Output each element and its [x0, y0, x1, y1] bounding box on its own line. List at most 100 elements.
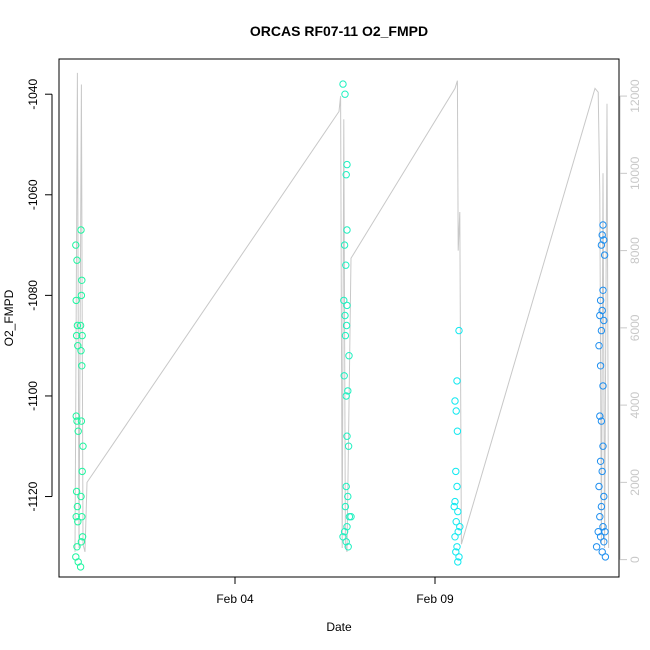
data-point [452, 407, 460, 415]
altitude-line [74, 72, 610, 553]
data-point [342, 321, 351, 330]
data-point [76, 563, 85, 571]
chart-title: ORCAS RF07-11 O2_FMPD [250, 23, 428, 39]
data-point [454, 558, 462, 566]
data-point [78, 513, 86, 521]
data-point [341, 311, 349, 320]
data-point [601, 528, 609, 536]
altitude-layer [74, 72, 610, 553]
axes-layer: -1120 -1100 -1080 -1060 -1040 0 2000 4000 6000 80… [26, 79, 642, 606]
data-point [77, 417, 86, 425]
data-point [339, 80, 347, 88]
data-point [451, 397, 459, 405]
data-point [596, 311, 604, 320]
data-point [343, 432, 351, 440]
y-tick-label: -1120 [26, 481, 40, 511]
data-point [344, 492, 352, 501]
data-point [595, 482, 603, 491]
data-point [452, 548, 460, 556]
data-point [340, 241, 349, 249]
data-point [596, 513, 604, 521]
data-point [592, 543, 601, 551]
data-point [73, 417, 81, 425]
data-point [77, 347, 85, 355]
data-point [454, 528, 462, 536]
data-point [599, 523, 607, 531]
data-point [72, 331, 81, 340]
data-point [77, 291, 86, 300]
data-point [596, 457, 605, 465]
data-point [343, 301, 351, 310]
data-point [452, 518, 460, 526]
data-point [595, 342, 603, 350]
data-point [347, 513, 355, 521]
data-point [600, 538, 608, 546]
y2-tick-label: 0 [628, 556, 642, 563]
data-point [342, 171, 350, 179]
data-point [342, 538, 350, 546]
y2-tick-label: 4000 [628, 391, 642, 418]
data-point [74, 427, 82, 435]
data-point [453, 543, 461, 551]
data-point [451, 533, 459, 541]
x-tick-label: Feb 09 [416, 592, 454, 606]
data-point [78, 331, 86, 340]
y-tick-label: -1100 [26, 381, 40, 411]
data-point [344, 543, 352, 551]
data-point [597, 326, 606, 335]
data-point [597, 417, 606, 425]
data-point [76, 321, 85, 330]
y-tick-label: -1060 [26, 179, 40, 210]
y-axis-label: O2_FMPD [2, 289, 16, 346]
data-point [73, 321, 82, 330]
data-point [73, 256, 81, 264]
data-point [72, 241, 80, 249]
data-point [341, 502, 350, 511]
data-point [74, 518, 82, 526]
x-axis-label: Date [326, 620, 352, 634]
data-point [343, 160, 351, 169]
data-point [345, 352, 353, 360]
data-point [598, 467, 606, 476]
data-point [455, 326, 463, 335]
data-point [599, 442, 607, 450]
data-point [72, 412, 80, 420]
data-point [601, 553, 610, 561]
data-point [343, 226, 351, 234]
data-point [78, 362, 86, 370]
data-point [341, 90, 349, 98]
data-point [599, 382, 607, 390]
data-point [451, 497, 459, 506]
data-point [598, 231, 606, 239]
data-point [456, 523, 464, 531]
data-point [73, 502, 82, 511]
data-point [342, 392, 350, 400]
data-point [599, 221, 607, 229]
data-point [597, 502, 606, 511]
plot-frame [58, 58, 620, 578]
data-point [596, 412, 604, 420]
data-point [77, 538, 86, 546]
data-point [342, 261, 350, 269]
data-point [597, 241, 606, 249]
y2-tick-label: 12000 [628, 79, 642, 113]
y-tick-label: -1080 [26, 280, 40, 311]
data-point [342, 482, 350, 491]
data-point [453, 427, 462, 435]
data-point [454, 507, 462, 516]
data-point [341, 331, 350, 340]
data-point [78, 467, 86, 476]
data-point [78, 276, 86, 284]
data-point [600, 251, 609, 259]
data-point [344, 387, 352, 395]
data-point [450, 502, 458, 511]
data-point [596, 296, 605, 305]
y2-tick-label: 8000 [628, 237, 642, 264]
data-point [340, 372, 348, 380]
data-point [73, 543, 81, 551]
data-point [344, 442, 353, 450]
data-point [600, 316, 608, 325]
data-point [452, 467, 460, 476]
x-tick-label: Feb 04 [216, 592, 254, 606]
